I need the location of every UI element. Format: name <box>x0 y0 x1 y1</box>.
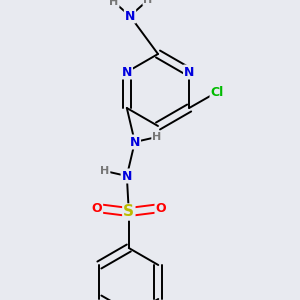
Text: N: N <box>125 10 135 22</box>
Text: H: H <box>110 0 118 7</box>
Text: N: N <box>122 169 132 182</box>
Text: N: N <box>184 65 194 79</box>
Text: N: N <box>130 136 140 148</box>
Text: H: H <box>152 132 161 142</box>
Text: Cl: Cl <box>211 85 224 98</box>
Text: H: H <box>100 166 110 176</box>
Text: N: N <box>122 65 132 79</box>
Text: O: O <box>155 202 166 214</box>
Text: O: O <box>92 202 102 214</box>
Text: S: S <box>123 205 134 220</box>
Text: H: H <box>143 0 153 5</box>
